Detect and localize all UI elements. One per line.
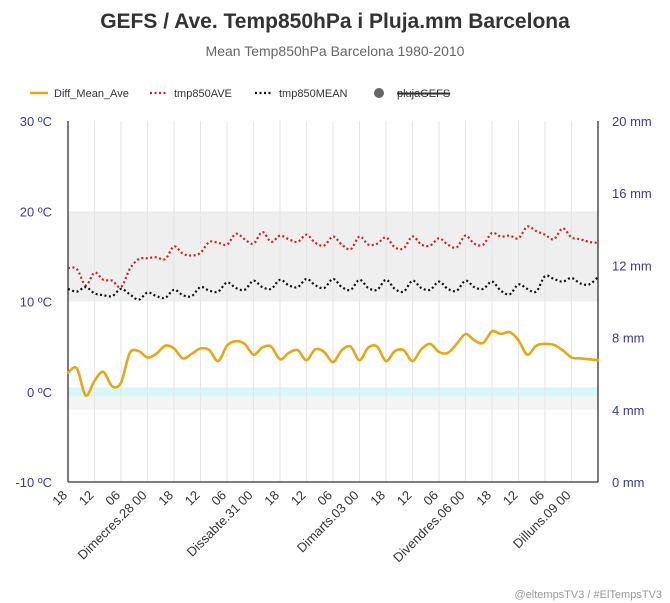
legend-item-tmp850ave[interactable]: tmp850AVE	[150, 88, 232, 100]
y-left-tick-label-2: 10 ºC	[20, 295, 52, 310]
series-group	[66, 225, 600, 397]
y-right-tick-label-1: 16 mm	[612, 186, 652, 201]
x-tick-label-1: 12	[76, 488, 97, 509]
series-line-diff-mean-ave	[66, 329, 600, 397]
legend-label-tmp850ave: tmp850AVE	[174, 88, 232, 100]
legend-label-diff-mean-ave: Diff_Mean_Ave	[54, 88, 129, 100]
y-right-tick-label-5: 0 mm	[612, 475, 645, 490]
legend[interactable]: Diff_Mean_Ave tmp850AVE tmp850MEAN plujaGEF…	[30, 88, 451, 100]
x-tick-label-13: 12	[394, 488, 415, 509]
y-axis-right-ticks: 20 mm 16 mm 12 mm 8 mm 4 mm 0 mm	[612, 114, 652, 490]
y-right-tick-label-2: 12 mm	[612, 258, 652, 273]
y-left-tick-label-0: 30 ºC	[20, 114, 52, 129]
legend-label-tmp850mean: tmp850MEAN	[279, 88, 348, 100]
y-left-tick-label-1: 20 ºC	[20, 204, 52, 219]
y-right-tick-label-3: 8 mm	[612, 331, 645, 346]
x-tick-label-0: 18	[49, 488, 70, 509]
x-tick-label-16: 18	[473, 488, 494, 509]
series-line-tmp850ave	[67, 225, 599, 289]
legend-item-tmp850mean[interactable]: tmp850MEAN	[255, 88, 348, 100]
legend-marker-plujagefs	[374, 88, 384, 98]
x-tick-label-5: 12	[182, 488, 203, 509]
x-tick-label-17: 12	[500, 488, 521, 509]
chart-subtitle: Mean Temp850hPa Barcelona 1980-2010	[206, 43, 465, 59]
y-left-tick-label-4: -10 ºC	[15, 475, 52, 490]
legend-item-diff-mean-ave[interactable]: Diff_Mean_Ave	[30, 88, 129, 100]
x-tick-label-12: 18	[367, 488, 388, 509]
x-tick-label-4: 18	[155, 488, 176, 509]
axes	[67, 121, 599, 483]
credit-text: @eltempsTV3 / #ElTempsTV3	[515, 589, 663, 601]
x-tick-label-8: 18	[261, 488, 282, 509]
y-left-tick-label-3: 0 ºC	[27, 385, 52, 400]
grid-lines	[67, 121, 572, 482]
y-right-tick-label-4: 4 mm	[612, 403, 645, 418]
legend-label-plujagefs: plujaGEFS	[397, 88, 450, 100]
legend-item-plujagefs[interactable]: plujaGEFS	[374, 88, 451, 100]
chart-title: GEFS / Ave. Temp850hPa i Pluja.mm Barcel…	[100, 10, 570, 33]
y-axis-left-ticks: 30 ºC 20 ºC 10 ºC 0 ºC -10 ºC	[15, 114, 52, 490]
y-right-tick-label-0: 20 mm	[612, 114, 652, 129]
x-tick-label-9: 12	[288, 488, 309, 509]
